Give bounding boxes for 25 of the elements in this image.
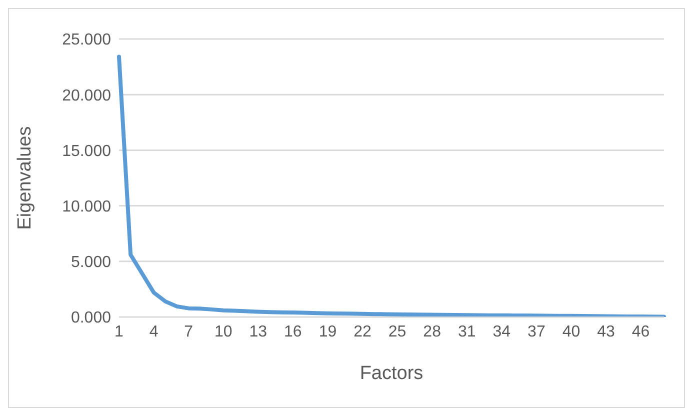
y-tick-label: 0.000 [70,310,112,327]
x-tick-label: 25 [388,323,406,340]
x-tick-label: 37 [528,323,546,340]
y-tick-label: 25.000 [62,32,112,49]
x-tick-label: 1 [114,323,124,340]
y-tick-label: 15.000 [62,142,112,160]
x-tick-label: 16 [284,323,302,340]
x-tick-label: 4 [149,323,158,340]
x-tick-label: 43 [597,323,616,340]
x-tick-label: 10 [214,323,232,340]
x-tick-label: 34 [492,323,511,340]
x-tick-label: 13 [249,323,268,340]
x-axis-title: Factors [360,363,424,384]
x-tick-label: 46 [632,323,650,340]
y-tick-label: 5.000 [70,254,112,272]
x-tick-label: 28 [423,323,442,340]
y-tick-label: 10.000 [62,198,112,216]
x-tick-label: 19 [318,323,337,340]
x-tick-label: 31 [458,323,476,340]
x-tick-label: 22 [354,323,372,340]
x-tick-label: 40 [562,323,580,340]
y-axis-title: Eigenvalues [14,126,36,230]
y-tick-label: 20.000 [62,87,112,104]
x-tick-label: 7 [184,323,194,340]
line-series [117,54,666,317]
